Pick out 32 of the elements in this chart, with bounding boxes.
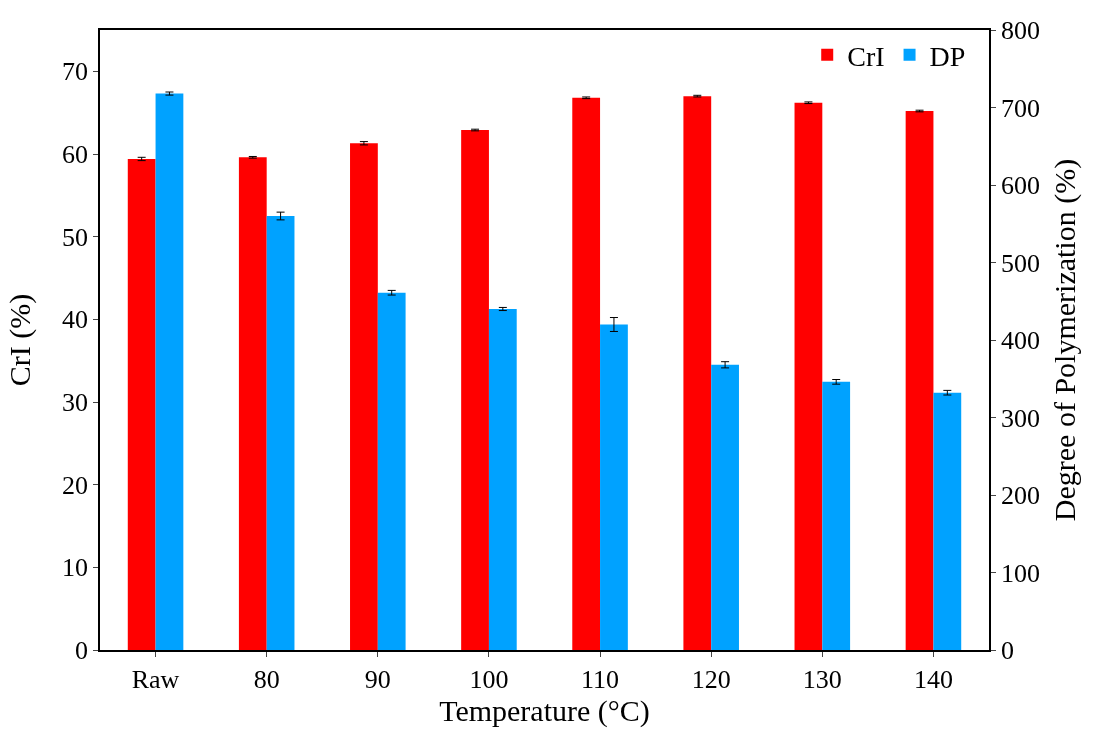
bar [794, 102, 823, 650]
y-tick-label: 50 [62, 222, 89, 252]
legend-label: DP [929, 40, 966, 72]
y2-axis-title: Degree of Polymerization (%) [1047, 158, 1082, 522]
y-tick-label: 70 [62, 57, 89, 87]
y-tick-label: 60 [62, 140, 89, 170]
y2-tick-label: 100 [1000, 558, 1040, 588]
y-tick-label: 40 [62, 305, 89, 335]
y2-tick-label: 200 [1000, 481, 1040, 511]
y2-tick-label: 800 [1000, 16, 1040, 46]
x-tick-label: 140 [913, 664, 953, 694]
y-tick-label: 0 [75, 636, 89, 666]
x-tick-label: 120 [691, 664, 731, 694]
y2-tick-label: 600 [1000, 171, 1040, 201]
bar [905, 111, 934, 650]
y-tick-label: 30 [62, 388, 89, 418]
y2-tick-label: 700 [1000, 93, 1040, 123]
x-tick-label: 110 [581, 664, 620, 694]
y2-tick-label: 300 [1000, 403, 1040, 433]
y2-tick-label: 400 [1000, 326, 1040, 356]
x-tick-label: 90 [364, 664, 391, 694]
legend-label: CrI [847, 40, 885, 72]
y-axis-title: CrI (%) [2, 293, 37, 387]
y2-tick-label: 500 [1000, 248, 1040, 278]
y-tick-label: 10 [62, 553, 89, 583]
x-tick-label: Raw [131, 664, 180, 694]
x-axis-title: Temperature (°C) [439, 693, 650, 728]
x-tick-label: 100 [469, 664, 509, 694]
y-tick-label: 20 [62, 470, 89, 500]
x-tick-label: 80 [253, 664, 280, 694]
y2-tick-label: 0 [1000, 636, 1014, 666]
x-tick-label: 130 [802, 664, 842, 694]
